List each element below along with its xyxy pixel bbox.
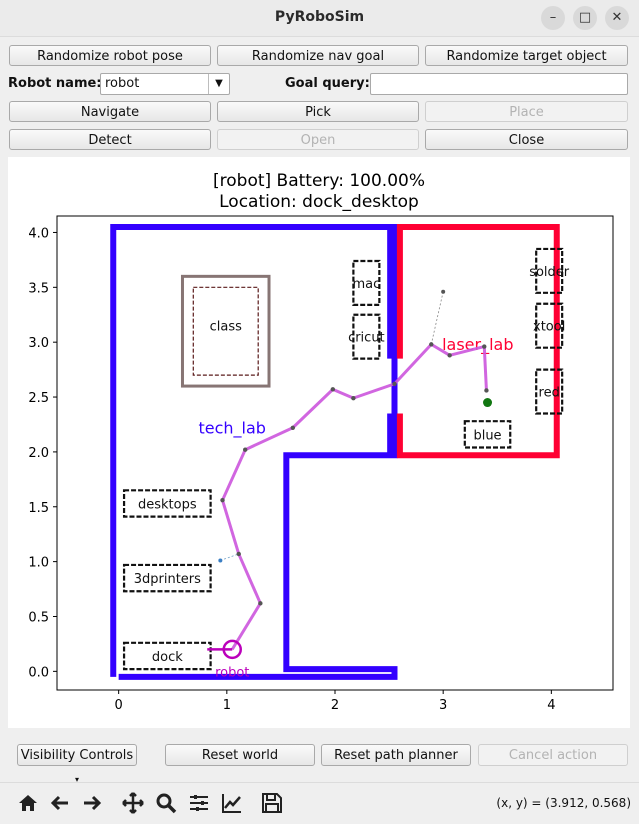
navigate-button[interactable]: Navigate	[9, 101, 211, 122]
robot-name-value: robot	[105, 76, 140, 91]
forward-arrow-icon[interactable]	[80, 791, 104, 815]
y-tick-label: 4.0	[28, 226, 49, 241]
aux-point	[441, 289, 446, 294]
path-waypoint	[447, 353, 452, 358]
room-label-tech-lab: tech_lab	[199, 418, 266, 438]
reset-world-button[interactable]: Reset world	[165, 744, 315, 766]
back-arrow-icon[interactable]	[48, 791, 72, 815]
plot-title-battery: [robot] Battery: 100.00%	[213, 171, 425, 191]
path-waypoint	[392, 381, 397, 387]
path-waypoint	[330, 387, 336, 392]
path-waypoint	[290, 425, 296, 430]
home-icon[interactable]	[16, 791, 40, 815]
robot-name-label: Robot name:	[8, 76, 102, 91]
location-label: solder	[529, 265, 570, 280]
path-waypoint	[351, 395, 356, 401]
zoom-icon[interactable]	[154, 791, 178, 815]
path-waypoint	[220, 497, 225, 503]
location-label: class	[210, 320, 242, 335]
x-tick-label: 0	[115, 698, 123, 713]
cancel-action-button[interactable]: Cancel action	[478, 744, 628, 766]
close-window-icon[interactable]: ✕	[605, 6, 629, 30]
plot-title-location: Location: dock_desktop	[219, 192, 419, 212]
path-waypoint	[429, 342, 434, 347]
y-tick-label: 0.5	[28, 610, 49, 625]
location-label: desktops	[138, 497, 197, 512]
room-label-laser-lab: laser_lab	[442, 335, 513, 355]
plot-toolbar: (x, y) = (3.912, 0.568)	[0, 782, 639, 824]
goal-marker	[483, 398, 493, 408]
y-tick-label: 1.0	[28, 556, 49, 571]
x-tick-label: 1	[223, 698, 231, 713]
y-tick-label: 1.5	[28, 501, 49, 516]
location-label: 3dprinters	[134, 572, 201, 587]
y-tick-label: 0.0	[28, 665, 49, 680]
y-tick-label: 2.0	[28, 446, 49, 461]
y-tick-label: 3.0	[28, 336, 49, 351]
save-icon[interactable]	[260, 791, 284, 815]
place-button[interactable]: Place	[425, 101, 628, 122]
randomize-robot-pose-button[interactable]: Randomize robot pose	[9, 45, 211, 66]
location-label: dock	[152, 650, 183, 665]
y-tick-label: 3.5	[28, 281, 49, 296]
location-label: red	[539, 386, 560, 401]
path-waypoint	[258, 601, 263, 606]
pick-button[interactable]: Pick	[217, 101, 419, 122]
robot-name-combobox[interactable]: robot ▼	[100, 73, 230, 95]
map-plot[interactable]: [robot] Battery: 100.00%Location: dock_d…	[8, 157, 630, 728]
chevron-down-icon[interactable]: ▼	[208, 74, 229, 94]
detect-button[interactable]: Detect	[9, 129, 211, 150]
dropdown-arrow-icon: ▾	[74, 775, 79, 784]
randomize-target-object-button[interactable]: Randomize target object	[425, 45, 628, 66]
randomize-nav-goal-button[interactable]: Randomize nav goal	[217, 45, 419, 66]
aux-edge	[430, 291, 444, 345]
location-label: cricut	[348, 331, 385, 346]
path-waypoint	[482, 344, 487, 349]
path-waypoint	[484, 388, 489, 393]
robot-label: robot	[215, 665, 249, 680]
x-tick-label: 3	[439, 698, 447, 713]
location-label: mac	[352, 277, 380, 292]
reset-path-planner-button[interactable]: Reset path planner	[321, 744, 471, 766]
class-inner	[192, 286, 259, 376]
minimize-icon[interactable]: –	[541, 6, 565, 30]
location-box	[122, 641, 212, 671]
x-tick-label: 2	[331, 698, 339, 713]
open-button[interactable]: Open	[217, 129, 419, 150]
map-plot-panel: [robot] Battery: 100.00% Location: dock_d…	[8, 157, 630, 728]
visibility-controls-button[interactable]: Visibility Controls ▾	[17, 744, 137, 784]
aux-point	[218, 558, 223, 563]
title-bar: PyRoboSim – □ ✕	[0, 0, 639, 37]
window-title: PyRoboSim	[274, 9, 365, 25]
close-button[interactable]: Close	[425, 129, 628, 150]
path-waypoint	[243, 447, 248, 452]
location-label: blue	[473, 428, 501, 443]
y-tick-label: 2.5	[28, 391, 49, 406]
goal-query-label: Goal query:	[285, 76, 370, 91]
pan-icon[interactable]	[121, 791, 145, 815]
x-tick-label: 4	[547, 698, 555, 713]
edit-axes-icon[interactable]	[220, 791, 244, 815]
coordinate-readout: (x, y) = (3.912, 0.568)	[496, 796, 631, 810]
location-label: xtool	[533, 320, 565, 335]
path-waypoint	[236, 551, 241, 557]
configure-subplots-icon[interactable]	[187, 791, 211, 815]
aux-edge	[220, 553, 239, 561]
maximize-icon[interactable]: □	[573, 6, 597, 30]
location-box	[122, 489, 212, 518]
tech-lab-walls	[110, 223, 398, 680]
goal-query-input[interactable]	[370, 73, 628, 95]
class-outer	[180, 274, 271, 388]
location-box	[122, 563, 212, 593]
location-box	[463, 420, 512, 449]
visibility-controls-label: Visibility Controls	[20, 748, 134, 763]
laser-lab-walls	[396, 223, 560, 459]
